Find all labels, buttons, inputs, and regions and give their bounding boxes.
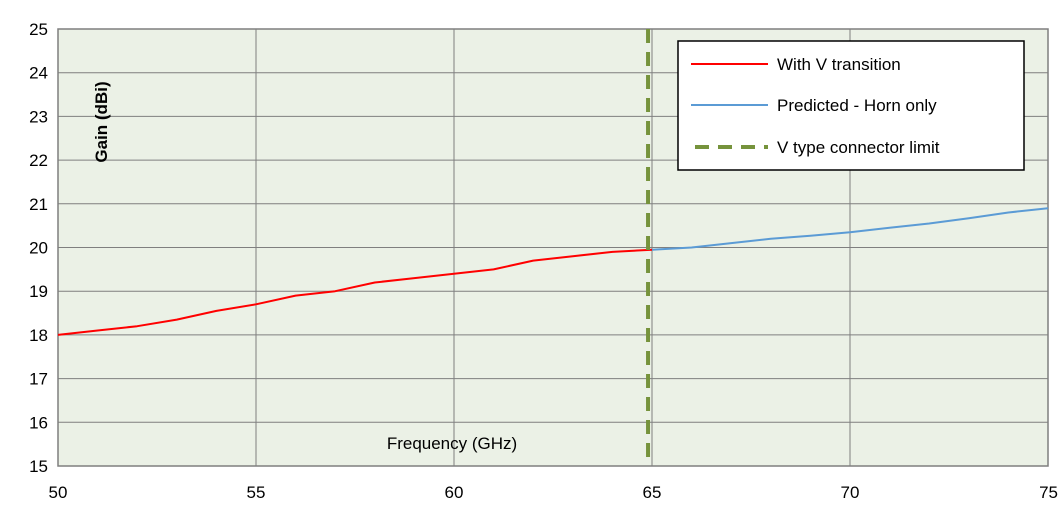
y-tick-label-20: 20 <box>29 239 48 258</box>
y-tick-labels: 15 16 17 18 19 20 21 22 23 24 25 <box>29 20 48 476</box>
legend-label-with-v-transition: With V transition <box>777 55 901 74</box>
y-tick-label-18: 18 <box>29 326 48 345</box>
y-axis-title: Gain (dBi) <box>92 81 111 162</box>
legend: With V transition Predicted - Horn only … <box>677 40 1025 171</box>
y-tick-label-16: 16 <box>29 413 48 432</box>
y-tick-label-17: 17 <box>29 370 48 389</box>
x-tick-label-75: 75 <box>1039 483 1058 502</box>
y-tick-label-21: 21 <box>29 195 48 214</box>
x-tick-labels: 50 55 60 65 70 75 <box>49 483 1058 502</box>
y-tick-label-24: 24 <box>29 64 48 83</box>
x-tick-label-70: 70 <box>841 483 860 502</box>
y-tick-label-22: 22 <box>29 151 48 170</box>
legend-label-predicted-horn-only: Predicted - Horn only <box>777 96 937 115</box>
legend-label-v-connector-limit: V type connector limit <box>777 138 940 157</box>
x-tick-label-50: 50 <box>49 483 68 502</box>
y-tick-label-25: 25 <box>29 20 48 39</box>
y-tick-label-19: 19 <box>29 282 48 301</box>
x-tick-label-60: 60 <box>445 483 464 502</box>
x-tick-label-55: 55 <box>247 483 266 502</box>
series-line-predicted-horn-only <box>651 207 1049 251</box>
series-line-with-v-transition <box>57 248 653 336</box>
x-tick-label-65: 65 <box>643 483 662 502</box>
y-tick-label-23: 23 <box>29 107 48 126</box>
plot-border <box>57 28 1049 467</box>
series-layer <box>57 207 1049 336</box>
x-axis-title: Frequency (GHz) <box>387 434 517 453</box>
y-tick-label-15: 15 <box>29 457 48 476</box>
